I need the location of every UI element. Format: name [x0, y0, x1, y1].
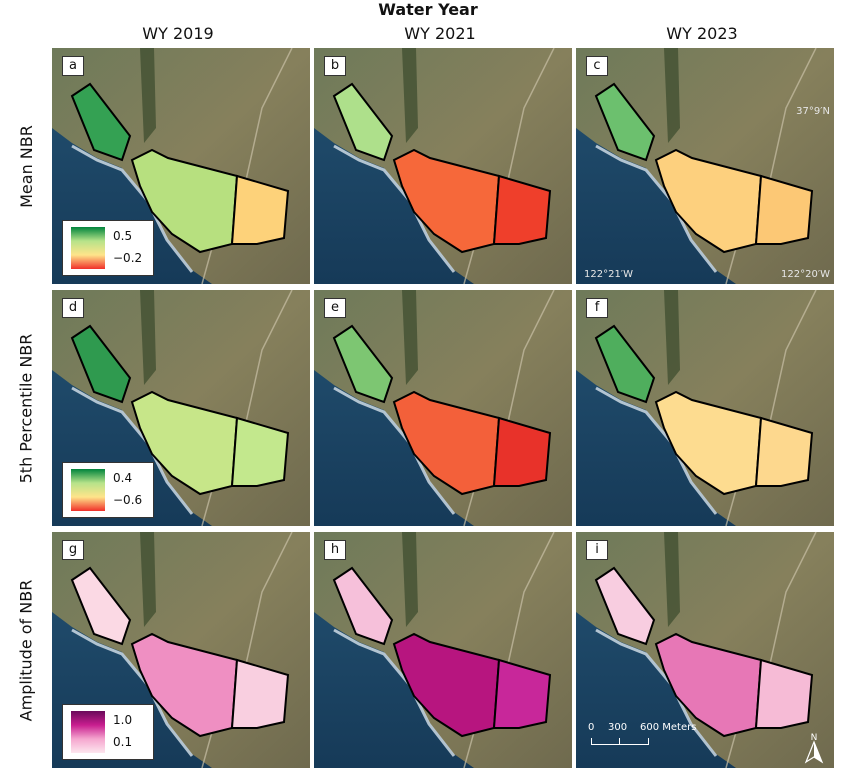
map-panel-e: e [314, 290, 572, 526]
field-east [754, 416, 814, 487]
panel-label: c [586, 56, 608, 76]
tree-strip [664, 48, 680, 143]
legend-high-value: 0.4 [113, 471, 133, 485]
panel-label: b [324, 56, 346, 76]
svg-text:N: N [811, 733, 818, 743]
row-header-5th-percentile-nbr: 5th Percentile NBR [16, 333, 36, 483]
map-panel-a: a 0.5 −0.2 [52, 48, 310, 284]
field-middle [654, 390, 763, 496]
scale-bar-line [591, 738, 649, 745]
field-middle [654, 632, 763, 738]
map-panel-h: h [314, 532, 572, 768]
color-legend: 0.4 −0.6 [62, 462, 154, 518]
legend-low-value: 0.1 [113, 735, 133, 749]
tree-strip [402, 48, 418, 143]
column-header-wy2021: WY 2021 [404, 24, 476, 43]
field-west [70, 324, 132, 404]
tree-strip [664, 532, 680, 627]
field-west [70, 82, 132, 162]
scale-tick-300: 300 [608, 722, 628, 733]
legend-color-ramp [71, 469, 105, 511]
legend-low-value: −0.2 [113, 251, 143, 265]
scale-tick-600: 600 Meters [640, 722, 697, 733]
field-east [754, 174, 814, 245]
tree-strip [140, 48, 156, 143]
longitude-label-east: 122°20′W [781, 269, 830, 280]
panel-label: f [586, 298, 608, 318]
tree-strip [140, 532, 156, 627]
panel-label: e [324, 298, 346, 318]
figure-title: Water Year [378, 0, 478, 19]
field-middle [130, 148, 239, 254]
surf-line [333, 144, 456, 273]
row-header-mean-nbr: Mean NBR [16, 124, 36, 208]
map-panel-g: g 1.0 0.1 [52, 532, 310, 768]
legend-color-ramp [71, 227, 105, 269]
map-panel-d: d 0.4 −0.6 [52, 290, 310, 526]
field-west [70, 566, 132, 646]
legend-high-value: 1.0 [113, 713, 133, 727]
legend-high-value: 0.5 [113, 229, 133, 243]
field-west [332, 82, 394, 162]
column-header-wy2023: WY 2023 [666, 24, 738, 43]
field-middle [654, 148, 763, 254]
tree-strip [402, 290, 418, 385]
map-panel-i: i 0 300 600 Meters N [576, 532, 834, 768]
field-east [230, 174, 290, 245]
panel-label: i [586, 540, 608, 560]
field-middle [130, 390, 239, 496]
surf-line [71, 386, 194, 515]
latitude-label: 37°9′N [796, 106, 830, 117]
panel-label: d [62, 298, 84, 318]
panel-label: a [62, 56, 84, 76]
field-east [492, 416, 552, 487]
legend-color-ramp [71, 711, 105, 753]
surf-line [333, 628, 456, 757]
scale-bar-mid-tick [619, 738, 620, 744]
field-west [594, 324, 656, 404]
panel-label: g [62, 540, 84, 560]
field-middle [392, 390, 501, 496]
field-west [594, 82, 656, 162]
map-panel-f: f [576, 290, 834, 526]
tree-strip [140, 290, 156, 385]
field-east [230, 416, 290, 487]
field-east [230, 658, 290, 729]
field-west [332, 324, 394, 404]
field-west [594, 566, 656, 646]
scale-tick-0: 0 [588, 722, 595, 733]
map-panel-c: c 37°9′N 122°21′W 122°20′W [576, 48, 834, 284]
field-middle [392, 148, 501, 254]
surf-line [595, 628, 718, 757]
surf-line [595, 144, 718, 273]
column-header-wy2019: WY 2019 [142, 24, 214, 43]
field-middle [130, 632, 239, 738]
surf-line [71, 628, 194, 757]
legend-low-value: −0.6 [113, 493, 143, 507]
map-panel-b: b [314, 48, 572, 284]
tree-strip [402, 532, 418, 627]
color-legend: 0.5 −0.2 [62, 220, 154, 276]
panel-label: h [324, 540, 346, 560]
surf-line [595, 386, 718, 515]
north-arrow-icon: N [802, 730, 826, 764]
field-east [492, 174, 552, 245]
longitude-label-west: 122°21′W [584, 269, 633, 280]
field-west [332, 566, 394, 646]
field-east [492, 658, 552, 729]
surf-line [71, 144, 194, 273]
field-east [754, 658, 814, 729]
tree-strip [664, 290, 680, 385]
row-header-amplitude-nbr: Amplitude of NBR [16, 579, 36, 721]
field-middle [392, 632, 501, 738]
surf-line [333, 386, 456, 515]
color-legend: 1.0 0.1 [62, 704, 154, 760]
scale-bar: 0 300 600 Meters [588, 722, 728, 752]
